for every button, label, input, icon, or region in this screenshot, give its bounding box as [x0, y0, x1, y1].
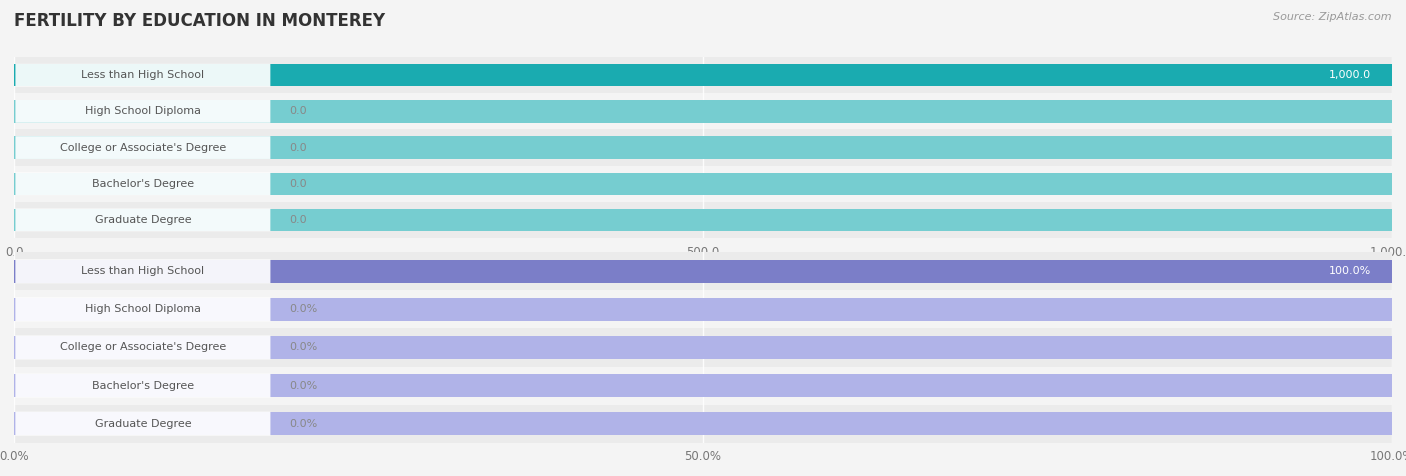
Bar — [14, 252, 1392, 290]
Bar — [14, 328, 1392, 367]
Bar — [14, 136, 1392, 159]
Bar — [14, 412, 1392, 436]
Bar — [14, 259, 1392, 283]
FancyBboxPatch shape — [15, 100, 270, 123]
FancyBboxPatch shape — [15, 336, 270, 359]
Text: Less than High School: Less than High School — [82, 266, 204, 277]
FancyBboxPatch shape — [15, 136, 270, 159]
Bar — [14, 57, 1392, 93]
Text: High School Diploma: High School Diploma — [84, 304, 201, 315]
Bar — [14, 290, 1392, 328]
Bar — [14, 93, 1392, 129]
Bar — [14, 64, 1392, 87]
Bar — [14, 298, 1392, 321]
FancyBboxPatch shape — [15, 298, 270, 321]
Bar — [14, 129, 1392, 166]
Text: Source: ZipAtlas.com: Source: ZipAtlas.com — [1274, 12, 1392, 22]
Bar — [14, 259, 1392, 283]
Text: High School Diploma: High School Diploma — [84, 106, 201, 117]
Text: 0.0%: 0.0% — [290, 304, 318, 315]
Bar — [14, 367, 1392, 405]
FancyBboxPatch shape — [15, 374, 270, 397]
Text: 0.0: 0.0 — [290, 178, 308, 189]
Bar — [14, 374, 1392, 397]
FancyBboxPatch shape — [15, 64, 270, 87]
Bar — [14, 172, 1392, 195]
Bar — [14, 202, 1392, 238]
Text: 100.0%: 100.0% — [1329, 266, 1371, 277]
FancyBboxPatch shape — [15, 412, 270, 436]
Bar — [14, 405, 1392, 443]
Bar — [14, 166, 1392, 202]
Text: 1,000.0: 1,000.0 — [1329, 70, 1371, 80]
FancyBboxPatch shape — [15, 208, 270, 231]
Text: FERTILITY BY EDUCATION IN MONTEREY: FERTILITY BY EDUCATION IN MONTEREY — [14, 12, 385, 30]
Bar — [14, 208, 1392, 231]
Text: 0.0%: 0.0% — [290, 418, 318, 429]
Bar — [14, 100, 1392, 123]
FancyBboxPatch shape — [15, 259, 270, 283]
Text: 0.0%: 0.0% — [290, 342, 318, 353]
Text: 0.0: 0.0 — [290, 106, 308, 117]
Text: 0.0%: 0.0% — [290, 380, 318, 391]
Text: Graduate Degree: Graduate Degree — [94, 215, 191, 225]
Bar — [14, 336, 1392, 359]
Text: Bachelor's Degree: Bachelor's Degree — [91, 178, 194, 189]
Text: 0.0: 0.0 — [290, 215, 308, 225]
Text: College or Associate's Degree: College or Associate's Degree — [60, 342, 226, 353]
Text: Graduate Degree: Graduate Degree — [94, 418, 191, 429]
Text: Less than High School: Less than High School — [82, 70, 204, 80]
FancyBboxPatch shape — [15, 172, 270, 195]
Text: Bachelor's Degree: Bachelor's Degree — [91, 380, 194, 391]
Text: 0.0: 0.0 — [290, 142, 308, 153]
Bar — [14, 64, 1392, 87]
Text: College or Associate's Degree: College or Associate's Degree — [60, 142, 226, 153]
